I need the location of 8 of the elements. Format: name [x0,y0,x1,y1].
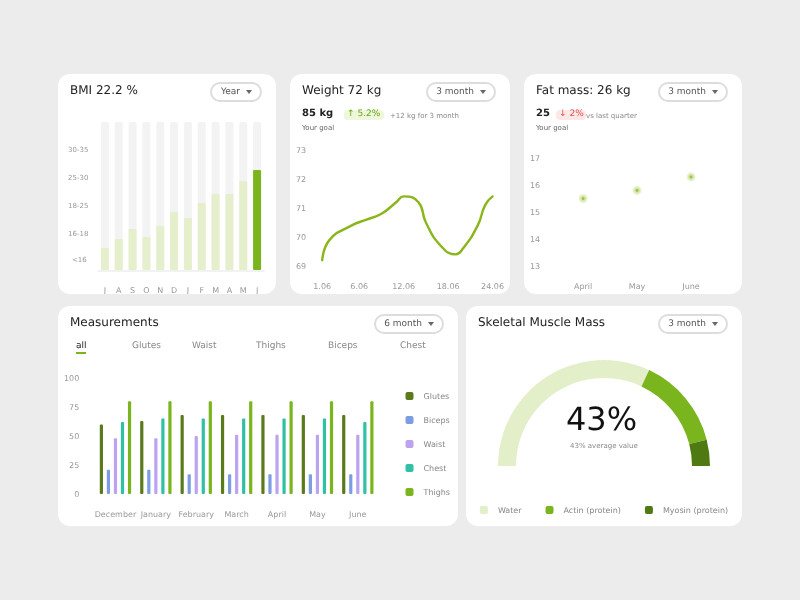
bar [142,237,151,270]
point [686,172,696,182]
bar [100,248,109,270]
point [578,194,588,203]
text: 43% [566,400,638,438]
bar [114,239,123,270]
point [632,185,642,195]
line-series [320,195,494,262]
